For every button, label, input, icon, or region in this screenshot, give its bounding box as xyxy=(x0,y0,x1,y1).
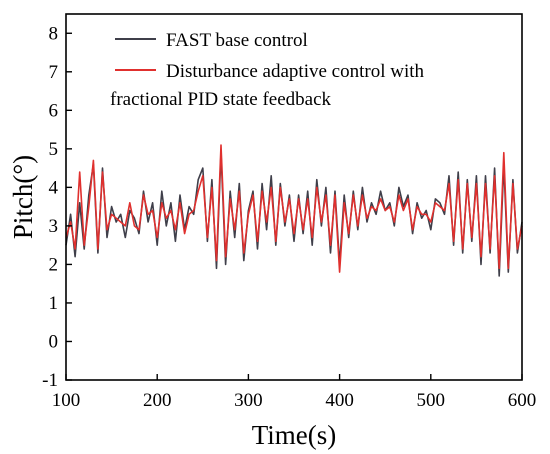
y-tick-label: 6 xyxy=(49,100,59,121)
y-tick-label: 2 xyxy=(49,254,59,275)
y-axis-label: Pitch(°) xyxy=(8,155,38,239)
x-tick-label: 600 xyxy=(508,390,537,411)
y-tick-label: 4 xyxy=(49,177,59,198)
y-tick-label: 1 xyxy=(49,293,59,314)
series-line-1 xyxy=(65,144,523,273)
y-tick-label: 8 xyxy=(49,23,59,44)
ticks-layer: 100 200 300 400 500 600 -1 0 1 2 3 4 5 6 7 8 xyxy=(42,23,536,411)
y-tick-label: -1 xyxy=(42,370,58,391)
y-tick-label: 3 xyxy=(49,216,59,237)
y-tick-label: 5 xyxy=(49,139,59,160)
legend: FAST base control Disturbance adaptive c… xyxy=(110,30,425,110)
x-axis-label: Time(s) xyxy=(252,420,337,450)
legend-label-fast-base-control: FAST base control xyxy=(166,30,308,51)
legend-label-disturbance-adaptive-control: Disturbance adaptive control with xyxy=(166,61,425,82)
x-tick-label: 200 xyxy=(143,390,172,411)
y-tick-label: 0 xyxy=(49,331,59,352)
legend-label-disturbance-adaptive-control-line2: fractional PID state feedback xyxy=(110,89,332,110)
x-tick-label: 100 xyxy=(52,390,81,411)
series-layer xyxy=(65,144,523,277)
x-tick-label: 300 xyxy=(234,390,263,411)
y-tick-label: 7 xyxy=(49,62,59,83)
x-tick-label: 400 xyxy=(325,390,354,411)
plot-frame xyxy=(65,13,523,381)
x-tick-label: 500 xyxy=(417,390,446,411)
